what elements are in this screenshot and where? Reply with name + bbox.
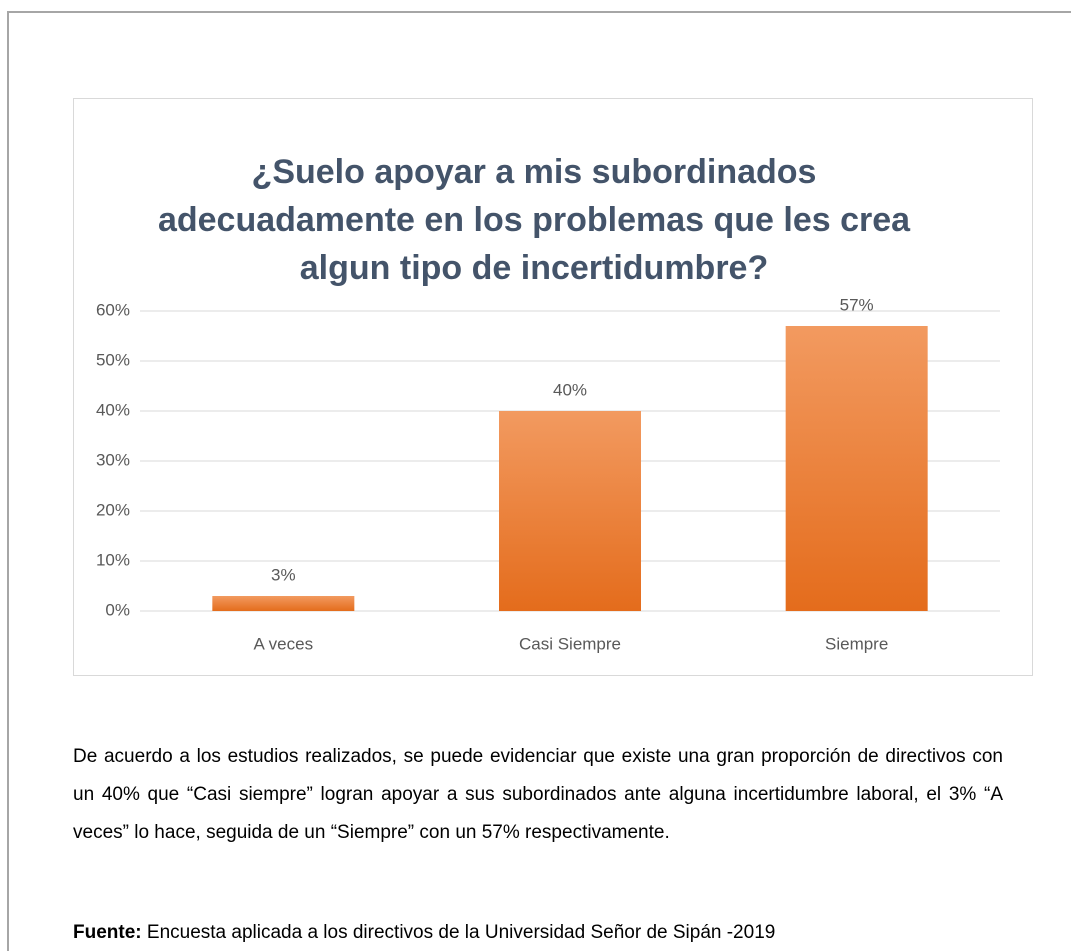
- frame-line: [7, 11, 9, 951]
- y-tick-label: 10%: [96, 550, 130, 569]
- source: Fuente: Encuesta aplicada a los directiv…: [73, 914, 1063, 952]
- paragraph: De acuerdo a los estudios realizados, se…: [73, 746, 1003, 843]
- bar: [212, 596, 355, 611]
- y-tick-label: 60%: [96, 300, 130, 319]
- chart-title: ¿Suelo apoyar a mis subordinados adecuad…: [157, 153, 911, 287]
- y-tick-label: 20%: [96, 500, 130, 519]
- y-tick-label: 40%: [96, 400, 130, 419]
- y-tick-label: 0%: [105, 600, 130, 619]
- y-tick-label: 30%: [96, 450, 130, 469]
- bar: [785, 326, 928, 611]
- x-tick-label: Casi Siempre: [519, 634, 621, 653]
- y-tick-label: 50%: [96, 350, 130, 369]
- source-text: Encuesta aplicada a los directivos de la…: [146, 922, 776, 943]
- x-tick-label: A veces: [254, 634, 314, 653]
- bar: [499, 411, 641, 611]
- data-label: 57%: [840, 295, 874, 314]
- source-label: Fuente:: [73, 922, 142, 943]
- x-tick-label: Siempre: [825, 634, 888, 653]
- chart-frame: [73, 98, 1033, 676]
- data-label: 40%: [553, 380, 587, 399]
- data-label: 3%: [271, 565, 296, 584]
- frame-line: [8, 11, 1071, 13]
